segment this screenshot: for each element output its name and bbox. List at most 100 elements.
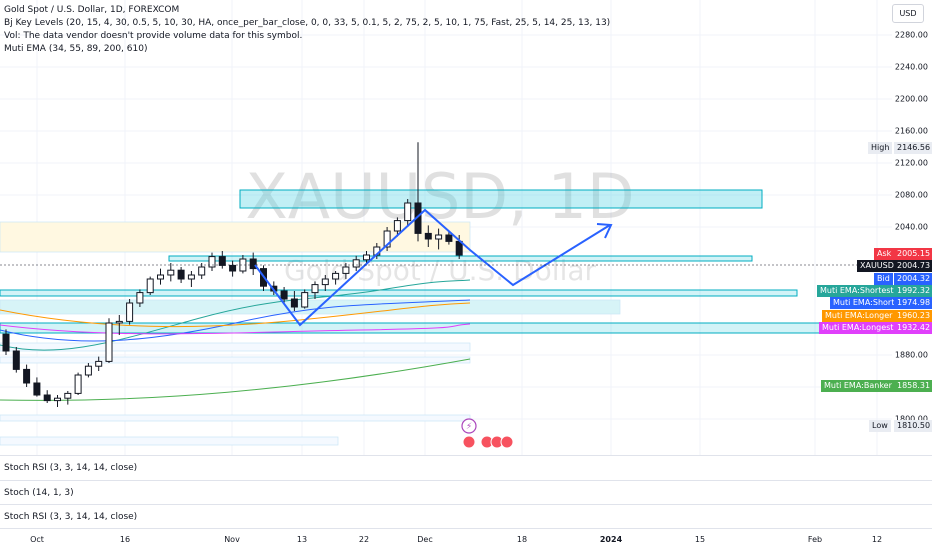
pane-title: Stoch RSI (3, 3, 14, 14, close) xyxy=(4,512,138,522)
key-level-zones xyxy=(0,189,892,446)
candle-body xyxy=(249,258,257,270)
projection-line xyxy=(254,208,611,327)
price-tick: 2080.00 xyxy=(894,190,928,200)
projection-arrowhead xyxy=(596,223,613,239)
time-label: 18 xyxy=(516,535,528,544)
volume-legend[interactable]: Vol: The data vendor doesn't provide vol… xyxy=(4,31,303,41)
candle-body xyxy=(229,264,237,272)
chart-canvas[interactable]: XAUUSD, 1D Gold Spot / U.S. Dollar ⚡ xyxy=(0,0,892,455)
time-label: Nov xyxy=(224,535,240,544)
candle-body xyxy=(383,230,391,248)
time-label: 15 xyxy=(694,535,706,544)
projection-path xyxy=(254,208,613,327)
candle-body xyxy=(301,292,309,308)
candle-body xyxy=(167,269,175,276)
ema-longest-label: Muti EMA:Longest xyxy=(819,322,897,334)
candle-body xyxy=(33,382,41,396)
price-tick: 2160.00 xyxy=(894,126,928,136)
candle-body xyxy=(352,259,360,268)
price-tick: 1800.00 xyxy=(894,414,928,424)
chart-legend: Gold Spot / U.S. Dollar, 1D, FOREXCOM Bj… xyxy=(4,4,610,56)
ema-short-label: Muti EMA:Short xyxy=(830,297,898,309)
candle-body xyxy=(198,266,206,276)
candle-body xyxy=(342,266,350,274)
stoch-rsi-pane[interactable]: Stoch RSI (3, 3, 14, 14, close) xyxy=(0,455,932,480)
candle-body xyxy=(332,272,340,280)
ask-value: 2005.15 xyxy=(894,248,932,260)
support-zone xyxy=(0,342,471,352)
price-tick: 1880.00 xyxy=(894,350,928,360)
candle-body xyxy=(445,234,453,242)
symbol-title[interactable]: Gold Spot / U.S. Dollar, 1D, FOREXCOM xyxy=(4,5,180,15)
candle-body xyxy=(187,274,195,280)
key-level-zone xyxy=(0,289,798,297)
time-label: 2024 xyxy=(599,535,623,544)
stoch-rsi-pane-2[interactable]: Stoch RSI (3, 3, 14, 14, close) xyxy=(0,504,932,528)
ema-shortest-value: 1992.32 xyxy=(894,285,932,297)
candle-body xyxy=(146,278,154,294)
candle-body xyxy=(321,278,329,286)
flag-icon xyxy=(500,435,514,449)
stoch-pane[interactable]: Stoch (14, 1, 3) xyxy=(0,480,932,504)
candle-body xyxy=(2,333,10,352)
ema-longest-value: 1932.42 xyxy=(894,322,932,334)
ema-line xyxy=(0,302,471,328)
support-zone xyxy=(0,299,621,315)
support-zone xyxy=(0,221,471,253)
price-tick: 2040.00 xyxy=(894,222,928,232)
candle-body xyxy=(290,298,298,308)
candle-body xyxy=(218,256,226,266)
price-tick: 2120.00 xyxy=(894,158,928,168)
price-axis[interactable] xyxy=(892,0,932,455)
candle-body xyxy=(23,368,31,384)
key-levels-legend[interactable]: Bj Key Levels (20, 15, 4, 30, 0.5, 5, 10… xyxy=(4,18,611,28)
currency-button[interactable]: USD xyxy=(892,4,924,23)
time-axis[interactable]: Oct 16 Nov 13 22 Dec 18 2024 15 Feb 12 xyxy=(0,528,932,551)
ema-short-value: 1974.98 xyxy=(894,297,932,309)
flag-icon xyxy=(462,435,476,449)
svg-text:⚡: ⚡ xyxy=(466,422,472,432)
ema-shortest-label: Muti EMA:Shortest xyxy=(817,285,897,297)
price-chart[interactable]: XAUUSD, 1D Gold Spot / U.S. Dollar ⚡ Gol… xyxy=(0,0,892,455)
time-label: Feb xyxy=(807,535,823,544)
time-label: 16 xyxy=(119,535,131,544)
ema-line xyxy=(0,323,471,335)
ema-longer-label: Muti EMA:Longer xyxy=(822,310,896,322)
ema-legend[interactable]: Muti EMA (34, 55, 89, 200, 610) xyxy=(4,44,148,54)
candle-body xyxy=(393,220,401,232)
high-value: 2146.56 xyxy=(894,142,932,154)
symbol-value: 2004.73 xyxy=(894,260,932,272)
key-level-zone xyxy=(168,255,753,262)
time-label: Oct xyxy=(30,535,44,544)
ema-line xyxy=(0,299,471,342)
candle-body xyxy=(54,397,61,402)
pane-title: Stoch RSI (3, 3, 14, 14, close) xyxy=(4,463,138,473)
time-label: Dec xyxy=(417,535,433,544)
candle-body xyxy=(311,284,319,294)
candle-body xyxy=(105,322,113,362)
ema-line xyxy=(0,279,471,351)
low-value: 1810.50 xyxy=(894,420,932,432)
price-tick: 2200.00 xyxy=(894,94,928,104)
candle-body xyxy=(126,302,134,322)
support-zone xyxy=(0,356,471,364)
candle-body xyxy=(64,392,72,399)
low-label: Low xyxy=(869,420,891,432)
candle-body xyxy=(177,269,185,280)
ema-banker-label: Muti EMA:Banker xyxy=(821,380,895,392)
candle-body xyxy=(136,292,144,304)
candle-body xyxy=(74,374,82,394)
candle-body xyxy=(280,290,288,300)
bid-value: 2004.32 xyxy=(894,273,932,285)
candle-body xyxy=(363,254,370,261)
lightning-icon xyxy=(461,418,477,434)
pane-title: Stoch (14, 1, 3) xyxy=(4,488,74,498)
candlesticks xyxy=(2,142,463,407)
key-level-zone xyxy=(239,189,763,209)
time-label: 13 xyxy=(296,535,308,544)
candle-body xyxy=(404,202,412,222)
symbol-label: XAUUSD xyxy=(857,260,897,272)
ema-lines xyxy=(0,279,471,401)
event-icons: ⚡ xyxy=(461,418,514,449)
ema-longer-value: 1960.23 xyxy=(894,310,932,322)
